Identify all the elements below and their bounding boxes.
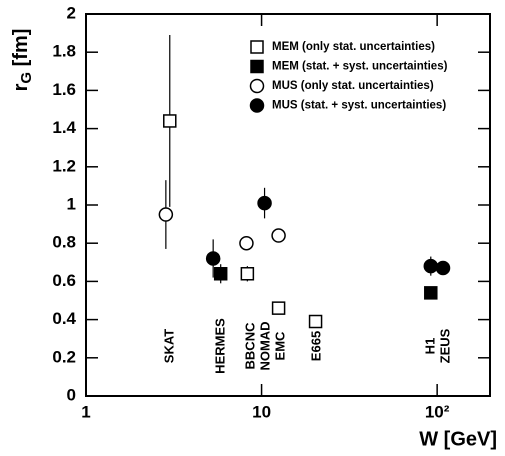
y-tick-label: 1.8: [52, 42, 76, 61]
y-axis-title-main: r: [10, 83, 32, 91]
legend-marker: [249, 98, 265, 113]
point: [163, 114, 177, 128]
y-tick-label: 1: [67, 194, 76, 213]
experiment-label: E665: [308, 331, 323, 361]
point: [239, 235, 254, 251]
y-tick-label: 1.2: [52, 156, 76, 175]
point: [308, 314, 323, 329]
experiment-label: H1: [422, 338, 437, 355]
point: [205, 251, 221, 266]
legend-label: MEM (stat. + syst. uncertainties): [272, 61, 448, 73]
experiment-label: BBCNC: [242, 322, 257, 370]
legend-marker: [250, 40, 264, 54]
legend-label: MEM (only stat. uncertainties): [272, 41, 435, 53]
x-axis-title: W [GeV]: [419, 428, 497, 450]
x-tick-label: 1: [81, 402, 90, 421]
y-tick-label: 0.6: [52, 271, 76, 290]
point: [424, 286, 438, 300]
legend-marker: [250, 59, 264, 74]
y-axis-title-subscript: G: [18, 72, 35, 84]
y-tick-label: 1.6: [52, 80, 76, 99]
legend-label: MUS (stat. + syst. uncertainties): [272, 100, 446, 112]
point: [423, 258, 439, 274]
experiment-label: NOMAD: [257, 321, 272, 370]
y-tick-label: 0.4: [52, 309, 76, 328]
x-tick-label: 10: [252, 402, 271, 421]
y-tick-label: 2: [67, 3, 76, 22]
legend-label: MUS (only stat. uncertainties): [272, 80, 434, 92]
point: [271, 228, 286, 243]
y-axis-title-suffix: [fm]: [10, 29, 32, 72]
point: [213, 267, 228, 281]
experiment-label: ZEUS: [437, 328, 452, 363]
point: [435, 260, 451, 276]
experiment-label: EMC: [272, 331, 287, 361]
point: [158, 207, 174, 222]
x-tick-label: 10²: [425, 402, 450, 421]
y-tick-label: 0.8: [52, 233, 76, 252]
experiment-label: SKAT: [161, 329, 176, 363]
legend-marker: [249, 78, 265, 94]
y-tick-label: 1.4: [52, 118, 76, 137]
experiment-label: HERMES: [212, 318, 227, 374]
point: [271, 301, 286, 315]
point: [257, 195, 272, 211]
point: [240, 267, 255, 281]
y-axis-title: rG [fm]: [10, 29, 35, 92]
y-tick-label: 0.2: [52, 347, 76, 366]
y-tick-label: 0: [67, 385, 76, 404]
